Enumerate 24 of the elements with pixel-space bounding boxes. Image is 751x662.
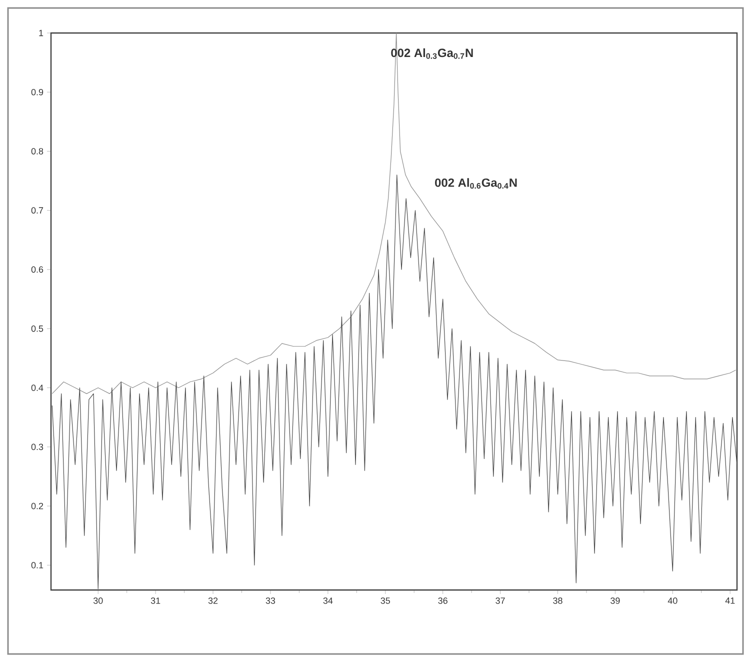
- y-tick-label: 0.5: [31, 325, 44, 332]
- x-tick-label: 36: [438, 598, 448, 604]
- x-tick-label: 34: [323, 598, 333, 604]
- y-tick-label: 0.7: [31, 207, 44, 214]
- y-tick-label: 0.4: [31, 384, 44, 391]
- x-tick-label: 39: [610, 598, 620, 604]
- x-tick-label: 41: [725, 598, 735, 604]
- x-tick-label: 32: [208, 598, 218, 604]
- x-tick-label: 35: [380, 598, 390, 604]
- y-tick-label: 0.3: [31, 444, 44, 450]
- x-tick-label: 37: [496, 598, 505, 604]
- y-tick-label: 0.6: [31, 266, 44, 273]
- y-tick-label: 0.1: [31, 562, 44, 568]
- annotation: 002 Al$_{0.3}$Ga$_{0.7}$N: [391, 48, 473, 59]
- y-tick-label: 0.9: [31, 88, 44, 96]
- x-tick-label: 40: [668, 598, 678, 604]
- x-tick-label: 31: [150, 598, 160, 604]
- y-tick-label: 1: [39, 30, 44, 36]
- x-tick-label: 33: [266, 598, 276, 604]
- y-tick-label: 0.2: [31, 502, 44, 510]
- y-tick-label: 0.8: [31, 148, 44, 154]
- x-tick-label: 38: [553, 598, 562, 604]
- annotation: 002 Al$_{0.6}$Ga$_{0.4}$N: [435, 178, 517, 189]
- x-tick-label: 30: [93, 598, 103, 604]
